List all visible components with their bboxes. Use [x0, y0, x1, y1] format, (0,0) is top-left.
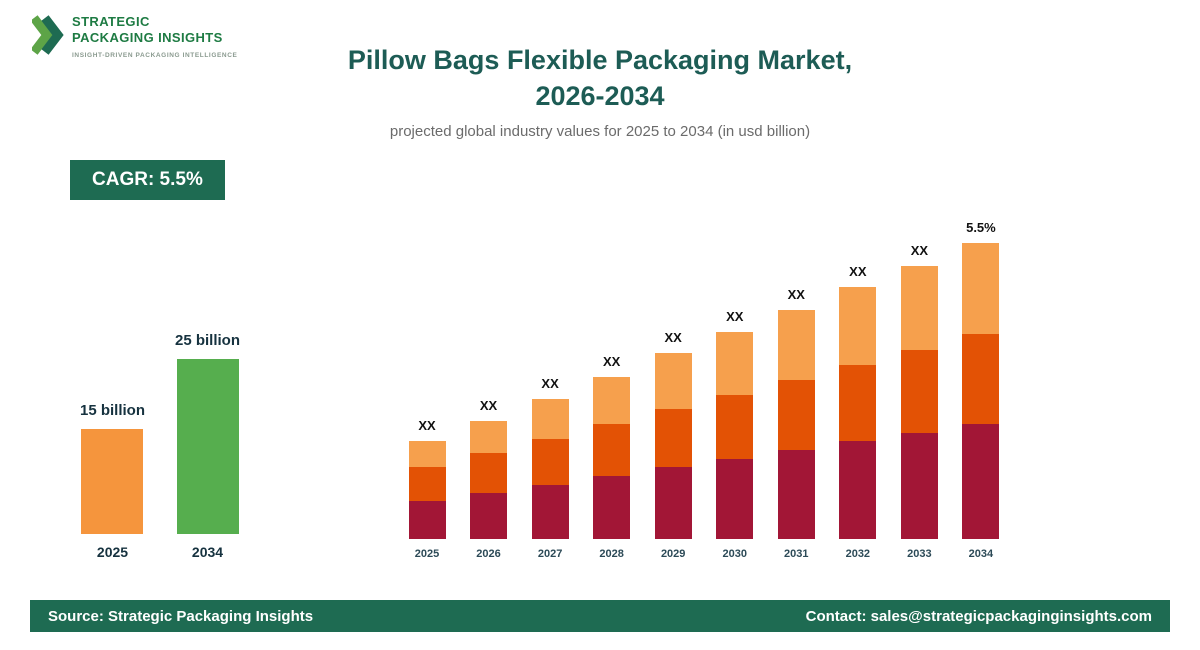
middle-segment — [839, 365, 877, 441]
bottom-segment — [593, 476, 631, 539]
middle-segment — [593, 424, 631, 476]
page-title: Pillow Bags Flexible Packaging Market, 2… — [0, 42, 1200, 115]
top-segment — [654, 353, 692, 409]
footer-bar: Source: Strategic Packaging Insights Con… — [30, 600, 1170, 632]
top-segment — [531, 399, 569, 439]
x-axis-label: 2028 — [599, 548, 624, 560]
title-block: Pillow Bags Flexible Packaging Market, 2… — [0, 42, 1200, 140]
top-segment — [593, 377, 631, 424]
cagr-badge: CAGR: 5.5% — [70, 160, 225, 200]
bar-value-label: 5.5% — [966, 220, 996, 235]
bottom-segment — [777, 450, 815, 539]
bar-value-label: 15 billion — [79, 402, 145, 419]
x-axis-label: 2034 — [968, 548, 994, 560]
logo-text: STRATEGIC PACKAGING INSIGHTS INSIGHT-DRI… — [72, 14, 237, 59]
bar-value-label: XX — [787, 287, 805, 302]
middle-segment — [531, 439, 569, 485]
logo-tagline: INSIGHT-DRIVEN PACKAGING INTELLIGENCE — [72, 51, 238, 59]
middle-segment — [962, 334, 1000, 424]
top-segment — [777, 310, 815, 380]
x-axis-label: 2027 — [537, 548, 563, 560]
top-segment — [408, 441, 446, 467]
stacked-bar — [777, 310, 815, 539]
summary-bar — [81, 429, 144, 534]
logo-chevron-icon — [32, 15, 64, 55]
footer-contact: Contact: sales@strategicpackaginginsight… — [805, 607, 1152, 625]
middle-segment — [777, 380, 815, 450]
x-axis-label: 2033 — [907, 548, 932, 560]
x-axis-label: 2032 — [845, 548, 871, 560]
x-axis-label: 2031 — [784, 548, 809, 560]
logo: STRATEGIC PACKAGING INSIGHTS INSIGHT-DRI… — [32, 14, 237, 59]
title-line-1: Pillow Bags Flexible Packaging Market, — [347, 45, 853, 75]
bottom-segment — [900, 433, 938, 539]
stacked-bar — [900, 266, 938, 539]
stacked-bar-group: XX 2033 — [900, 243, 938, 560]
page-subtitle: projected global industry values for 202… — [389, 122, 811, 140]
top-segment — [900, 266, 938, 350]
bar-value-label: 25 billion — [175, 332, 241, 349]
bar-value-label: XX — [479, 398, 498, 413]
bar-value-label: XX — [418, 418, 436, 433]
stacked-bar-group: XX 2027 — [531, 376, 569, 560]
stacked-bar — [654, 353, 692, 539]
bottom-segment — [531, 485, 569, 539]
x-axis-label: 2030 — [722, 548, 747, 560]
logo-line2: PACKAGING INSIGHTS — [72, 30, 223, 46]
stacked-bar — [470, 421, 508, 539]
bottom-segment — [470, 493, 508, 539]
bottom-segment — [716, 459, 754, 539]
stacked-bar-group: XX 2029 — [654, 330, 692, 560]
middle-segment — [716, 395, 754, 459]
bottom-segment — [962, 424, 1000, 539]
bar-value-label: XX — [726, 309, 744, 324]
stacked-bar-group: 5.5% 2034 — [962, 220, 1000, 560]
stacked-bar-group: XX 2031 — [777, 287, 815, 560]
stacked-bar-group: XX 2026 — [470, 398, 508, 560]
bar-value-label: XX — [910, 243, 929, 258]
title-line-2: 2026-2034 — [535, 81, 665, 112]
x-axis-label: 2025 — [414, 548, 440, 560]
stacked-bar-group: XX 2032 — [839, 264, 877, 560]
stacked-bar — [962, 243, 1000, 539]
top-segment — [962, 243, 1000, 334]
top-segment — [716, 332, 754, 395]
stacked-bar — [716, 332, 754, 539]
middle-segment — [900, 350, 938, 433]
stacked-bar — [531, 399, 569, 539]
stacked-bar — [593, 377, 631, 539]
middle-segment — [654, 409, 692, 467]
x-axis-label: 2029 — [660, 548, 686, 560]
stacked-bar-group: XX 2030 — [716, 309, 754, 560]
stacked-bar — [839, 287, 877, 539]
summary-bar-group: 15 billion 2025 — [80, 402, 145, 560]
bottom-segment — [408, 501, 446, 539]
x-axis-label: 2025 — [96, 544, 129, 560]
bar-value-label: XX — [664, 330, 682, 345]
top-segment — [470, 421, 508, 453]
logo-line1: STRATEGIC — [72, 14, 150, 29]
bar-value-label: XX — [602, 354, 621, 369]
bottom-segment — [839, 441, 877, 539]
bottom-segment — [654, 467, 692, 539]
summary-bar-group: 25 billion 2034 — [175, 332, 240, 560]
stacked-bar-chart: XX 2025 XX 2026 XX 2027 XX 2028 XX 2029 XX 2030 XX 20… — [408, 200, 1000, 560]
stacked-bar-group: XX 2028 — [593, 354, 631, 560]
stacked-bar-group: XX 2025 — [408, 418, 446, 560]
stacked-bar — [408, 441, 446, 539]
summary-bar-chart: 15 billion 2025 25 billion 2034 — [55, 310, 265, 560]
x-axis-label: 2026 — [476, 548, 501, 560]
bar-value-label: XX — [541, 376, 559, 391]
middle-segment — [470, 453, 508, 493]
summary-bar — [176, 359, 239, 534]
x-axis-label: 2034 — [191, 544, 224, 560]
bar-value-label: XX — [849, 264, 867, 279]
footer-source: Source: Strategic Packaging Insights — [48, 607, 314, 625]
top-segment — [839, 287, 877, 365]
middle-segment — [408, 467, 446, 501]
